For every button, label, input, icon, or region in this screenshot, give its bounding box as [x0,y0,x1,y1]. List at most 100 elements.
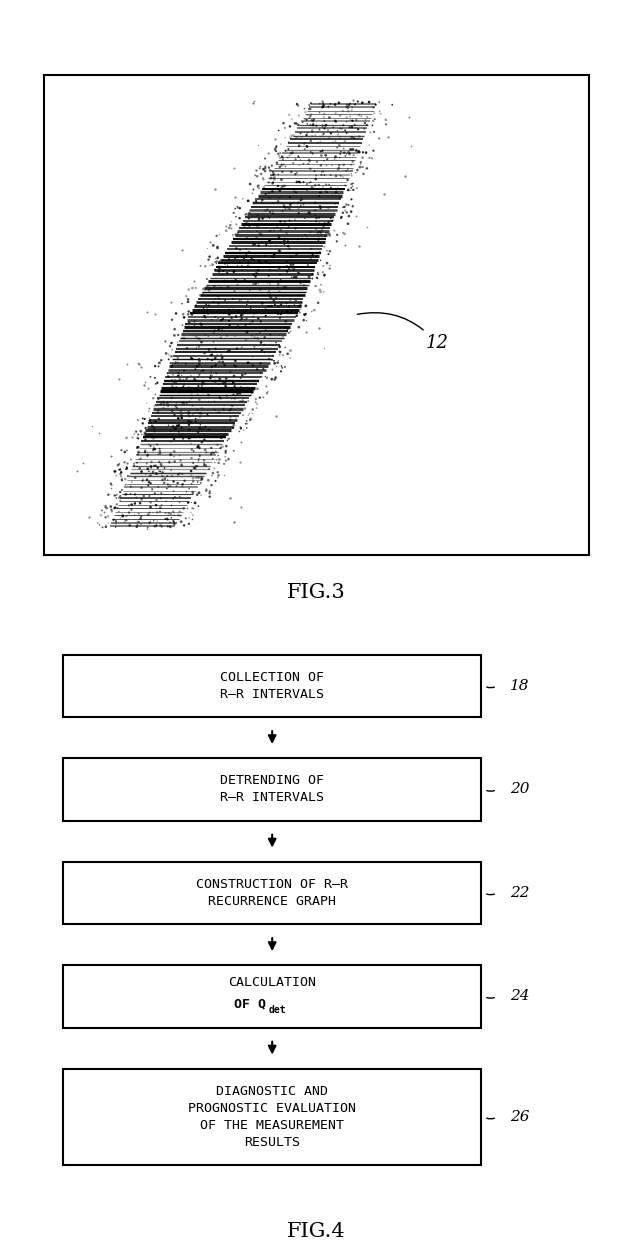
Point [320,226,330,246]
Point [151,374,161,394]
Point [238,243,248,263]
Point [135,421,146,441]
Point [138,409,148,429]
Point [215,352,225,372]
Point [280,118,290,138]
Point [114,454,124,474]
Point [356,106,367,126]
Point [215,449,225,469]
Point [331,111,341,131]
Point [351,117,361,137]
Point [142,393,152,413]
Point [304,202,314,222]
Point [256,333,266,353]
Point [275,143,285,163]
Point [263,283,273,303]
Point [227,308,237,328]
Point [103,506,113,526]
Point [254,252,265,272]
Point [156,394,166,414]
Point [110,499,120,519]
Point [346,178,356,198]
Point [272,229,282,249]
Point [153,389,163,409]
Point [193,377,203,397]
Point [223,429,234,449]
Text: 22: 22 [510,885,529,900]
Point [151,495,161,515]
Point [232,302,242,322]
Point [144,504,154,524]
Point [146,367,156,387]
Point [293,96,303,116]
Point [260,161,270,181]
Point [351,110,361,130]
Point [177,365,187,385]
Point [149,410,160,430]
Point [277,147,287,167]
Point [273,353,283,373]
Point [116,440,127,460]
Point [122,458,132,478]
Point [193,367,203,387]
Point [130,484,140,504]
Point [143,425,153,445]
Point [187,349,197,369]
Point [296,196,306,216]
Point [272,152,282,172]
Point [197,469,207,489]
Point [381,115,391,135]
Point [339,224,349,244]
Point [285,291,296,311]
Point [245,281,255,301]
Point [253,263,263,283]
Point [210,392,220,412]
Point [183,304,193,324]
Point [284,297,294,317]
Point [221,443,231,463]
Point [268,162,278,182]
Point [319,338,329,358]
Point [229,282,239,302]
Point [348,140,358,160]
Point [260,367,270,387]
Point [341,195,351,214]
Point [213,465,223,485]
Point [225,489,235,509]
Point [125,484,135,504]
Point [244,242,254,262]
Point [191,278,201,298]
Point [143,445,153,465]
Point [182,317,192,337]
Point [331,147,341,167]
Point [350,95,360,115]
Point [280,200,291,219]
Point [177,455,187,475]
Point [150,304,160,324]
Point [162,393,172,413]
Point [168,471,179,491]
Point [154,409,164,429]
Point [197,469,207,489]
Point [213,453,223,473]
Point [322,150,332,170]
Point [337,118,347,138]
Point [162,466,172,486]
Point [132,488,142,508]
Point [247,325,257,345]
Point [184,479,194,499]
Point [179,377,189,397]
Point [213,276,223,296]
Point [146,511,156,531]
Point [255,157,265,177]
Point [225,362,235,382]
Point [197,419,208,439]
Text: 18: 18 [510,678,529,693]
Point [329,117,339,137]
Point [134,354,144,374]
Point [167,340,177,360]
Point [145,410,155,430]
Point [280,212,290,232]
Point [142,470,152,490]
Point [238,382,248,402]
